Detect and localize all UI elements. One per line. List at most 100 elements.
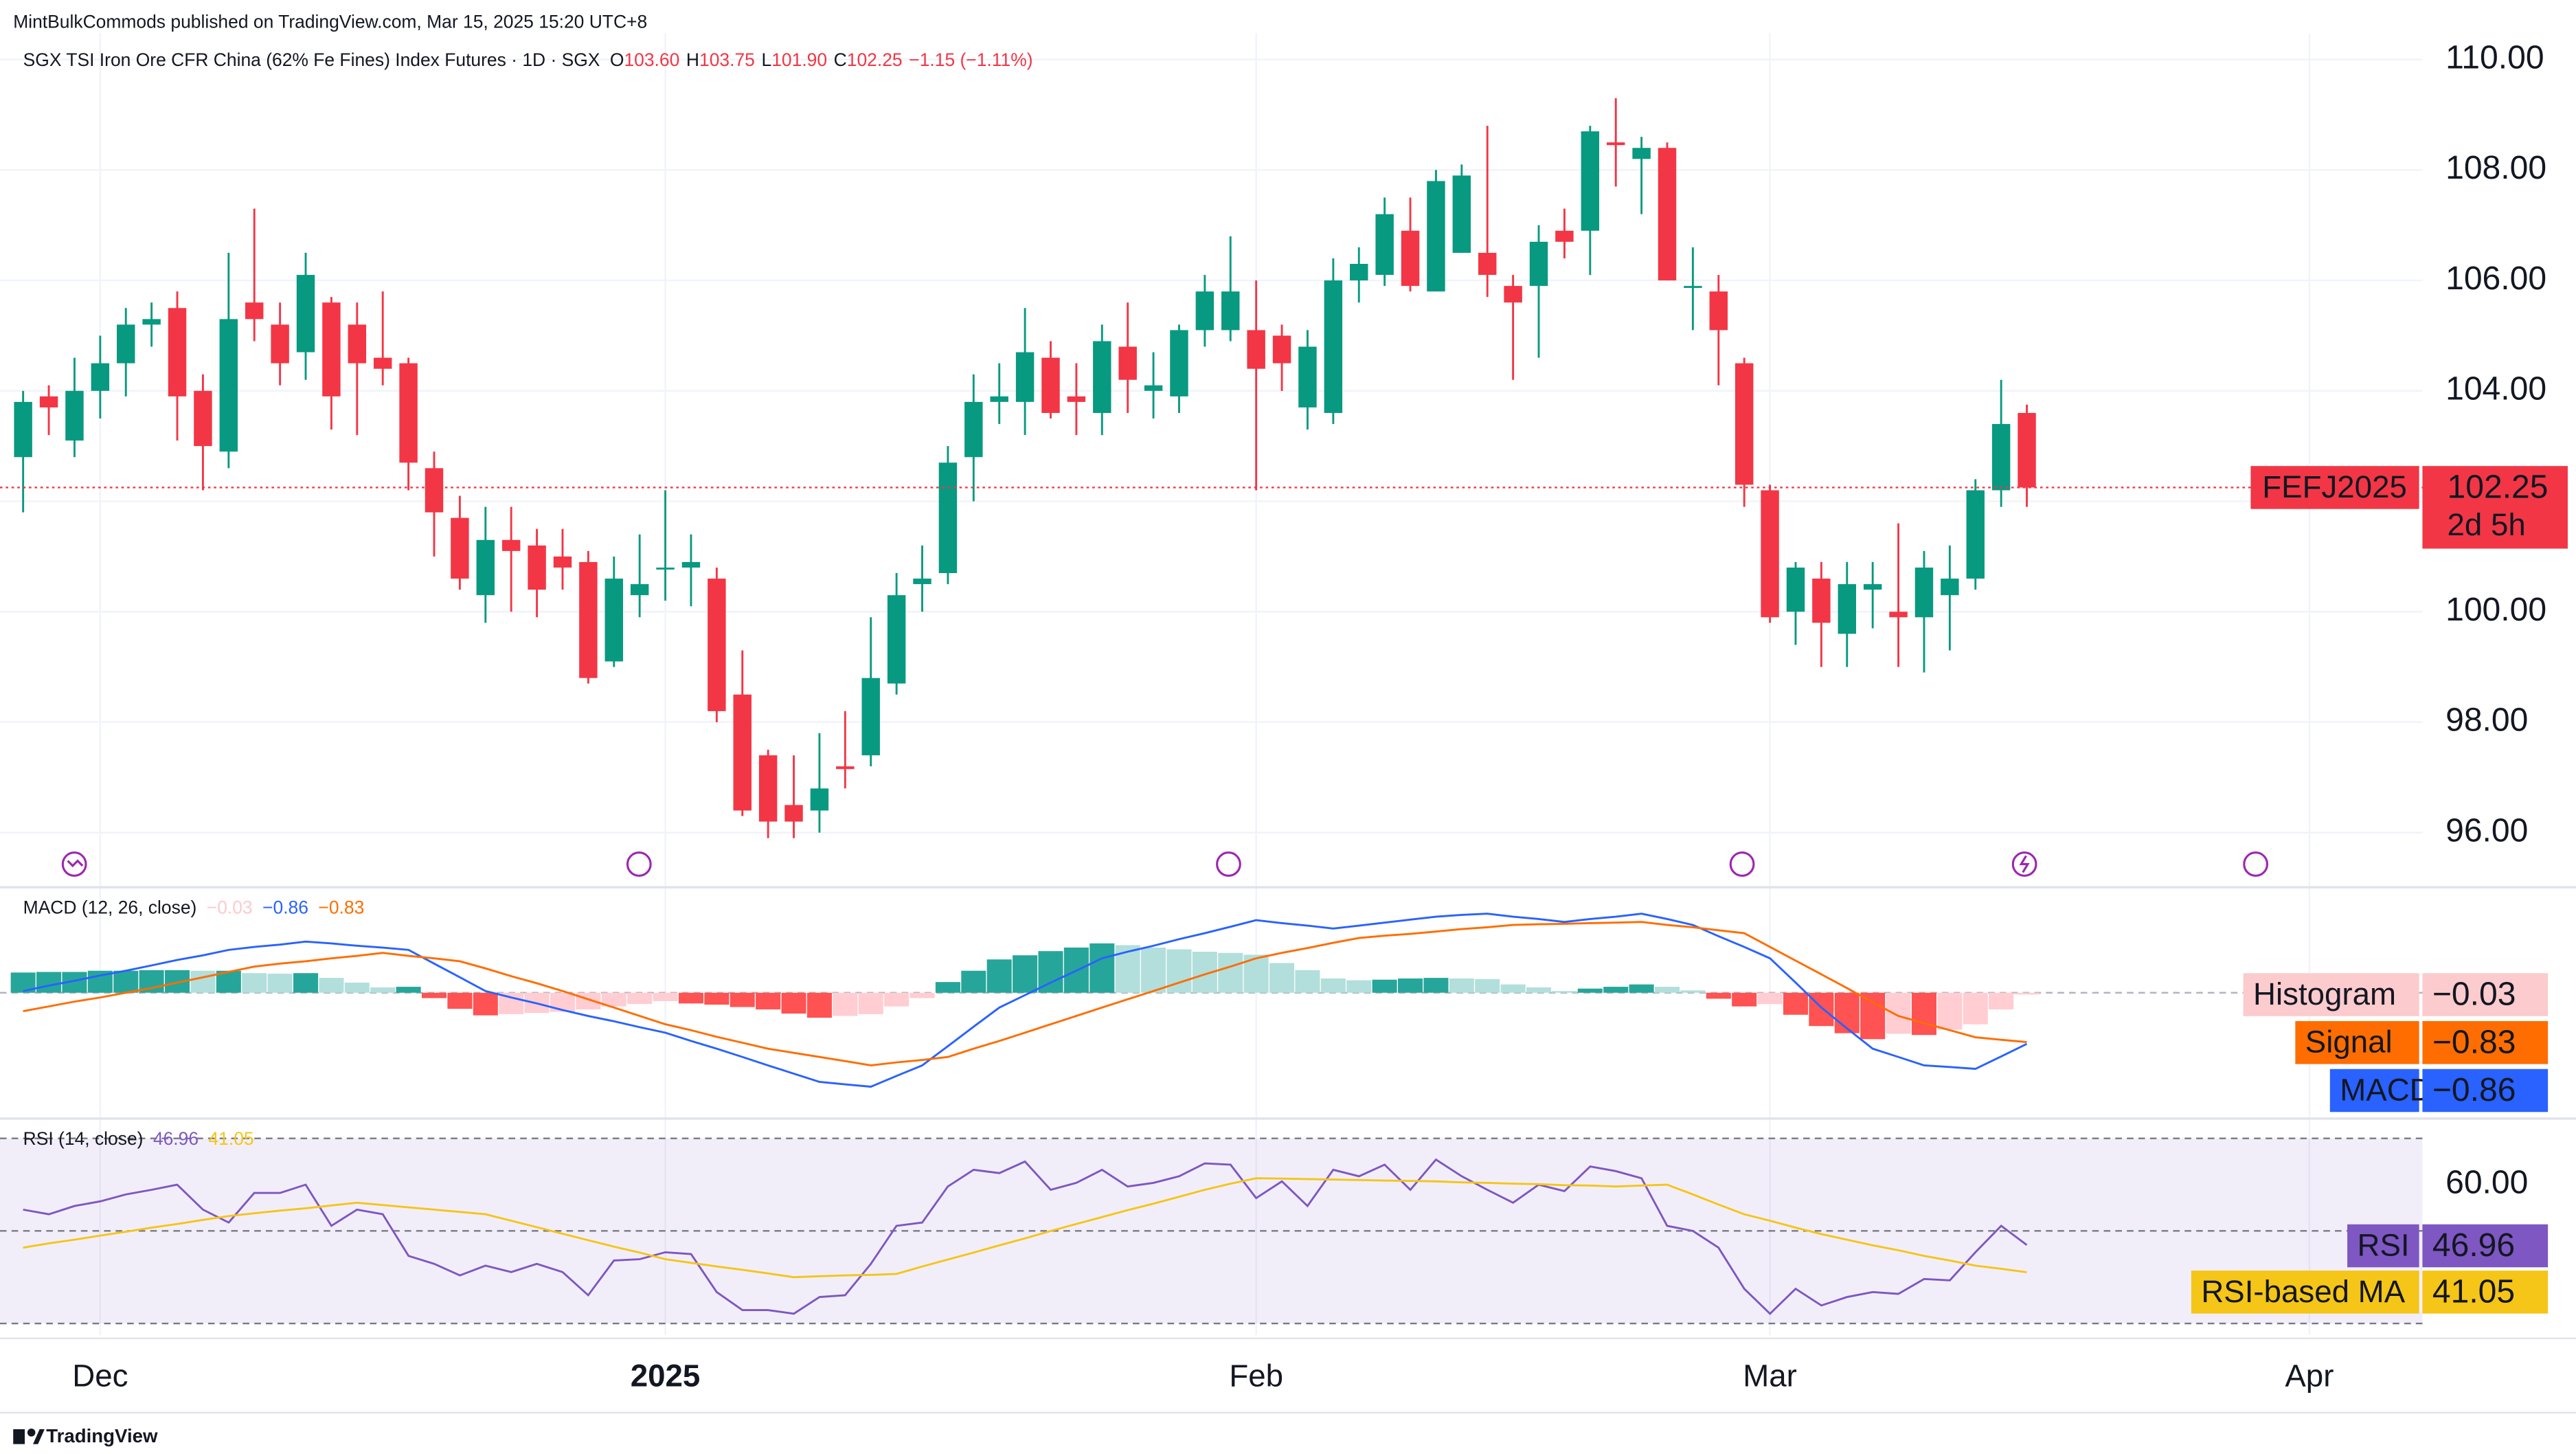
histogram-bar: [1834, 992, 1860, 1033]
event-icons: [61, 851, 2269, 877]
x-tick-label: 2025: [631, 1358, 701, 1393]
candle-body: [1375, 214, 1394, 276]
legend-title: RSI (14, close): [23, 1128, 144, 1149]
candle-body: [1966, 490, 1985, 579]
legend-value: 103.75: [699, 49, 755, 70]
legend-value: 46.96: [153, 1128, 199, 1149]
candle-body: [1786, 567, 1805, 612]
candle-body: [373, 357, 392, 369]
candle-body: [1914, 567, 1934, 618]
y-tick-label: 104.00: [2445, 370, 2546, 407]
candle-body: [1324, 280, 1343, 413]
histogram-bar: [961, 970, 986, 993]
candle-body: [990, 396, 1008, 402]
candle-body: [271, 324, 289, 364]
series-value: −0.03: [2432, 976, 2516, 1013]
series-value: −0.86: [2432, 1071, 2516, 1108]
legend-title: SGX TSI Iron Ore CFR China (62% Fe Fines…: [23, 49, 600, 70]
histogram-bar: [1398, 978, 1423, 993]
price-tag-box: [2422, 466, 2568, 549]
y-tick-label: 106.00: [2445, 260, 2546, 297]
histogram-bar: [884, 992, 909, 1007]
event-icon: [1216, 851, 1241, 877]
candle-body: [14, 401, 32, 458]
footer-logo: [13, 1428, 45, 1444]
legend-value: 103.60: [624, 49, 679, 70]
candle-body: [296, 275, 315, 353]
histogram-bar: [36, 972, 62, 993]
histogram-bar: [473, 992, 498, 1016]
candle-body: [1401, 230, 1420, 287]
candle-body: [758, 755, 778, 822]
y-tick-label: 100.00: [2445, 591, 2546, 628]
candle-body: [39, 396, 58, 407]
histogram-bar: [1089, 943, 1115, 993]
histogram-bar: [1886, 992, 1911, 1034]
legend: SGX TSI Iron Ore CFR China (62% Fe Fines…: [23, 49, 1033, 70]
histogram-bar: [1526, 987, 1552, 993]
rsi-line: [23, 1158, 2028, 1315]
candle-body: [681, 561, 701, 568]
candle-body: [1658, 148, 1677, 281]
histogram-bar: [1629, 984, 1654, 993]
candle-body: [1889, 612, 1908, 618]
histogram-bar: [1654, 987, 1680, 993]
y-tick-label: 98.00: [2445, 702, 2528, 739]
histogram-bar: [1989, 992, 2014, 1009]
legend-value: 102.25: [847, 49, 903, 70]
histogram-bar: [2014, 992, 2040, 995]
histogram-bar: [653, 992, 678, 1001]
candle-body: [913, 579, 931, 585]
candle-body: [1350, 263, 1368, 281]
candle-body: [964, 401, 983, 458]
x-tick-label: Feb: [1229, 1358, 1283, 1393]
candle-body: [938, 462, 958, 574]
candle-body: [399, 363, 418, 463]
x-tick-label: Dec: [72, 1358, 128, 1393]
legend-key: C: [834, 49, 847, 70]
series-value: 46.96: [2432, 1227, 2515, 1264]
candle-body: [708, 579, 726, 711]
candle-body: [1632, 148, 1651, 159]
histogram-bar: [1911, 992, 1936, 1036]
series-value-box: [2422, 1224, 2549, 1268]
countdown-tag: 2d 5h: [2448, 507, 2526, 542]
histogram-bar: [1860, 992, 1886, 1040]
candle-body: [476, 539, 495, 596]
legend-value: −0.83: [318, 897, 364, 917]
event-glyph: [67, 855, 2030, 873]
histogram-bar: [1449, 978, 1474, 993]
candle-body: [1812, 579, 1831, 623]
candle-body: [1606, 142, 1625, 146]
histogram-bar: [396, 987, 421, 993]
legend-title: MACD (12, 26, close): [23, 897, 197, 917]
candle-body: [1452, 175, 1471, 253]
event-icon: [2243, 851, 2269, 877]
event-icon: [1729, 851, 1755, 877]
candle-body: [1118, 346, 1137, 380]
candle-body: [1015, 352, 1035, 402]
candle-body: [784, 805, 803, 822]
legend-key: H: [686, 49, 699, 70]
legend-value: −0.86: [262, 897, 308, 917]
candle-body: [1709, 291, 1728, 331]
histogram-bar: [1783, 992, 1809, 1015]
histogram-bar: [1500, 984, 1526, 993]
candle-body: [2018, 412, 2036, 488]
histogram-bar: [1372, 979, 1397, 993]
histogram-bar: [704, 992, 730, 1005]
legend-key: O: [610, 49, 624, 70]
histogram-bar: [190, 970, 216, 993]
y-tick-label: 60.00: [2445, 1164, 2528, 1201]
logo-part: [27, 1428, 36, 1437]
candle-body: [656, 567, 675, 570]
candle-body: [861, 678, 880, 756]
candle-body: [1941, 579, 1959, 596]
series-label: RSI: [2357, 1227, 2409, 1262]
macd-line: [23, 913, 2028, 1088]
candle-body: [1195, 291, 1214, 331]
series-value: −0.83: [2432, 1023, 2516, 1060]
candle-body: [91, 363, 110, 391]
legend-value: 41.05: [208, 1128, 253, 1149]
